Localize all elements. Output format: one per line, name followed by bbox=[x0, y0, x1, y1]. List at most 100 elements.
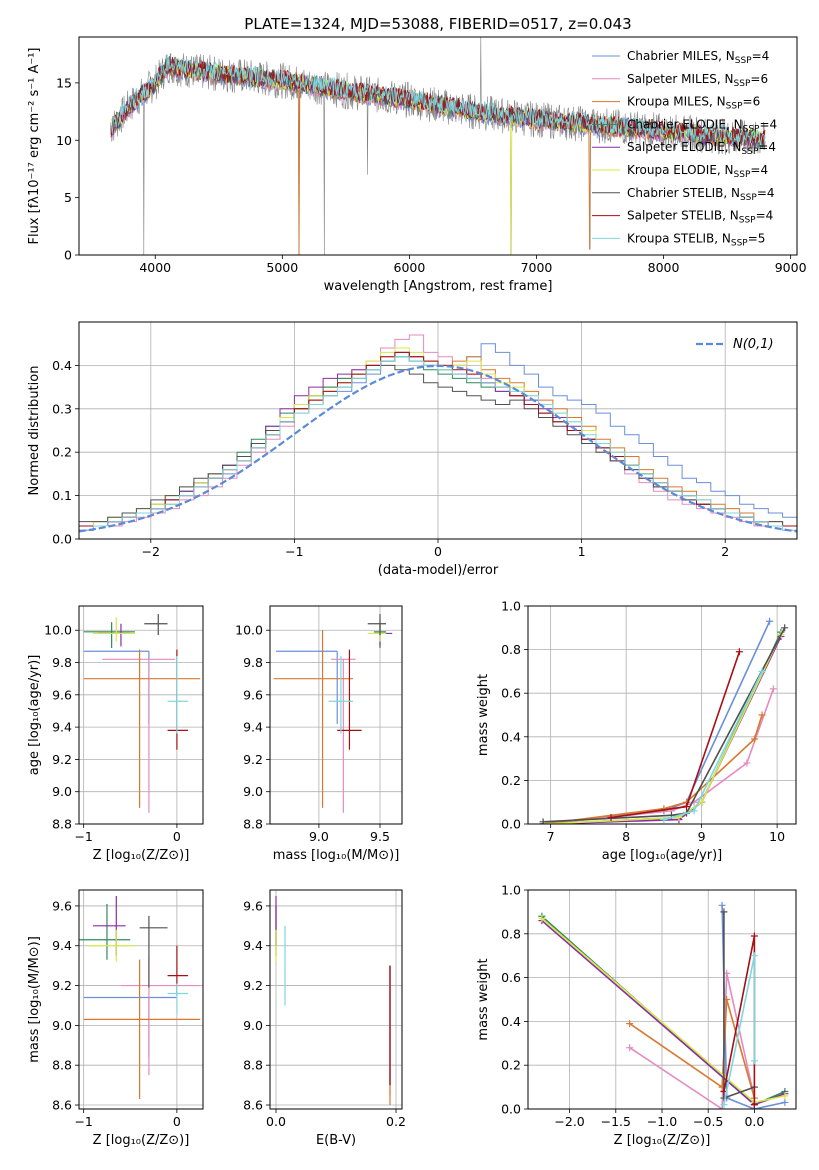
massweight-vs-age-axes: 7 8 9 10 0.0 0.2 0.4 0.6 0.8 1.0 age [log₁₀(age/yr… bbox=[476, 599, 797, 863]
mass-vs-z-point bbox=[139, 915, 168, 988]
legend-label: Kroupa MILES, NSSP=6 bbox=[627, 95, 760, 112]
massweight-vs-z-xtick-label: −1.5 bbox=[601, 1114, 631, 1129]
age-vs-mass-point bbox=[373, 623, 393, 647]
age-vs-z-point bbox=[102, 658, 176, 813]
spectrum-ytick-label: 15 bbox=[56, 75, 72, 90]
legend-label-sub: SSP bbox=[739, 216, 756, 226]
residuals-xlabel: (data-model)/error bbox=[378, 563, 499, 578]
legend-label-name: Chabrier STELIB, N bbox=[627, 186, 740, 200]
mass-vs-z-point bbox=[83, 996, 177, 1058]
age-vs-z-point bbox=[83, 649, 201, 808]
legend-label-sub: SSP bbox=[726, 102, 743, 112]
legend-label-sub: SSP bbox=[735, 56, 752, 66]
massweight-vs-age-marker bbox=[743, 759, 751, 767]
age-vs-mass-plot-area bbox=[273, 614, 393, 813]
age-vs-z-ytick-label: 9.8 bbox=[52, 655, 72, 670]
massweight-vs-z-axes: −2.0 −1.5 −1.0 −0.5 0.0 0.0 0.2 0.4 0.6 0.8 1.0 Z [… bbox=[476, 883, 797, 1148]
massweight-vs-z-marker bbox=[538, 914, 546, 922]
spectrum-ylabel: Flux [fλ10⁻¹⁷ erg cm⁻² s⁻¹ A⁻¹] bbox=[27, 48, 42, 245]
mass-vs-z-xlabel: Z [log₁₀(Z/Z⊙)] bbox=[93, 1133, 190, 1148]
massweight-vs-z-xtick-label: −2.0 bbox=[554, 1114, 584, 1129]
age-vs-z-point bbox=[97, 623, 131, 647]
spectrum-xtick-label: 8000 bbox=[648, 260, 680, 275]
mass-vs-ebv-axes: 0.0 0.2 8.6 8.8 9.0 9.2 9.4 9.6 E(B-V) bbox=[243, 889, 406, 1148]
age-vs-mass-point bbox=[328, 656, 354, 734]
legend-label-suffix: =6 bbox=[743, 95, 761, 109]
residuals-xtick-label: −2 bbox=[142, 544, 160, 559]
massweight-vs-age-line bbox=[543, 631, 782, 824]
massweight-vs-age-xtick-label: 8 bbox=[622, 829, 630, 844]
massweight-vs-z-marker bbox=[718, 901, 726, 909]
age-vs-z-point bbox=[83, 622, 135, 648]
massweight-vs-age-ytick-label: 0.4 bbox=[501, 729, 521, 744]
massweight-vs-age-marker bbox=[750, 735, 758, 743]
spectrum-xtick-label: 5000 bbox=[266, 260, 298, 275]
legend-label: Kroupa ELODIE, NSSP=4 bbox=[627, 163, 768, 180]
mass-vs-ebv-ytick-label: 8.6 bbox=[243, 1098, 263, 1113]
massweight-vs-age-frame bbox=[527, 605, 797, 825]
age-vs-z-ytick-label: 8.8 bbox=[52, 817, 72, 832]
spectrum-ytick-label: 0 bbox=[64, 248, 72, 263]
normal-legend-label: N(0,1) bbox=[733, 337, 774, 352]
spectrum-model-line bbox=[110, 57, 766, 255]
mass-vs-ebv-ytick-label: 9.2 bbox=[243, 978, 263, 993]
residuals-ylabel: Normed distribution bbox=[27, 366, 42, 496]
massweight-vs-z-marker bbox=[626, 1044, 634, 1052]
massweight-vs-age-line bbox=[543, 627, 786, 823]
age-vs-mass-point bbox=[276, 650, 338, 724]
spectrum-model-line bbox=[110, 55, 766, 147]
legend-label-suffix: =4 bbox=[759, 117, 777, 131]
residuals-frame bbox=[78, 321, 798, 540]
massweight-vs-age-line bbox=[543, 620, 771, 824]
age-vs-z-axes: −1 0 8.8 9.0 9.2 9.4 9.6 9.8 10.0 Z [log₁₀(Z/Z⊙)]… bbox=[27, 605, 204, 863]
massweight-vs-age-marker bbox=[539, 818, 547, 824]
mass-vs-z-point bbox=[120, 955, 201, 1076]
massweight-vs-age-xtick-label: 7 bbox=[547, 829, 555, 844]
age-vs-mass-point bbox=[273, 630, 354, 808]
massweight-vs-age-ylabel: mass weight bbox=[476, 674, 491, 756]
mass-vs-z-point bbox=[167, 945, 189, 996]
age-vs-mass-ytick-label: 9.2 bbox=[243, 752, 263, 767]
age-vs-z-plot-area bbox=[83, 614, 201, 813]
age-vs-z-point bbox=[167, 656, 189, 734]
mass-vs-z-point bbox=[83, 959, 201, 1100]
age-vs-z-point bbox=[92, 617, 135, 642]
massweight-vs-z-marker bbox=[750, 1057, 758, 1065]
age-vs-mass-point bbox=[367, 617, 387, 642]
legend-label-sub: SSP bbox=[734, 170, 751, 180]
massweight-vs-z-ytick-label: 0.0 bbox=[501, 1102, 521, 1117]
residuals-xtick-label: 1 bbox=[578, 544, 586, 559]
massweight-vs-age-xtick-label: 9 bbox=[698, 829, 706, 844]
massweight-vs-age-marker bbox=[683, 803, 691, 811]
legend-label-sub: SSP bbox=[741, 147, 758, 157]
legend-label-suffix: =4 bbox=[758, 140, 776, 154]
massweight-vs-z-frame bbox=[527, 889, 797, 1110]
massweight-vs-age-ytick-label: 0.2 bbox=[501, 773, 521, 788]
legend-label-suffix: =4 bbox=[752, 49, 770, 63]
massweight-vs-z-ytick-label: 0.8 bbox=[501, 926, 521, 941]
age-vs-z-ylabel: age [log₁₀(age/yr)] bbox=[27, 655, 42, 776]
mass-vs-z-frame bbox=[78, 889, 204, 1110]
massweight-vs-z-marker bbox=[750, 1101, 758, 1109]
mass-vs-ebv-frame bbox=[269, 889, 403, 1110]
residuals-plot-area bbox=[79, 334, 797, 533]
massweight-vs-age-xtick-label: 10 bbox=[769, 829, 785, 844]
mass-vs-z-ytick-label: 9.2 bbox=[52, 978, 72, 993]
mass-vs-ebv-ytick-label: 8.8 bbox=[243, 1058, 263, 1073]
residuals-xtick-label: 2 bbox=[721, 544, 729, 559]
age-vs-mass-point bbox=[367, 614, 387, 636]
mass-vs-z-point bbox=[88, 929, 135, 962]
spectrum-axes: 4000 5000 6000 7000 8000 9000 0 5 10 15 wavelength… bbox=[27, 36, 807, 294]
mass-vs-z-axes: −1 0 8.6 8.8 9.0 9.2 9.4 9.6 Z [log₁₀(Z/Z⊙)] mass… bbox=[27, 889, 204, 1148]
legend-label-suffix: =4 bbox=[750, 163, 768, 177]
residuals-xtick-label: −1 bbox=[285, 544, 303, 559]
spectrum-xtick-label: 7000 bbox=[521, 260, 553, 275]
massweight-vs-age-marker bbox=[758, 667, 766, 675]
massweight-vs-z-marker bbox=[781, 1092, 789, 1100]
mass-vs-z-ytick-label: 8.8 bbox=[52, 1058, 72, 1073]
residuals-axes: −2 −1 0 1 2 0.0 0.1 0.2 0.3 0.4 (data-model)/error… bbox=[27, 321, 798, 578]
massweight-vs-age-marker bbox=[660, 816, 668, 824]
age-vs-z-ytick-label: 9.4 bbox=[52, 720, 72, 735]
massweight-vs-age-marker bbox=[735, 648, 743, 656]
spectrum-ytick-label: 10 bbox=[56, 133, 72, 148]
